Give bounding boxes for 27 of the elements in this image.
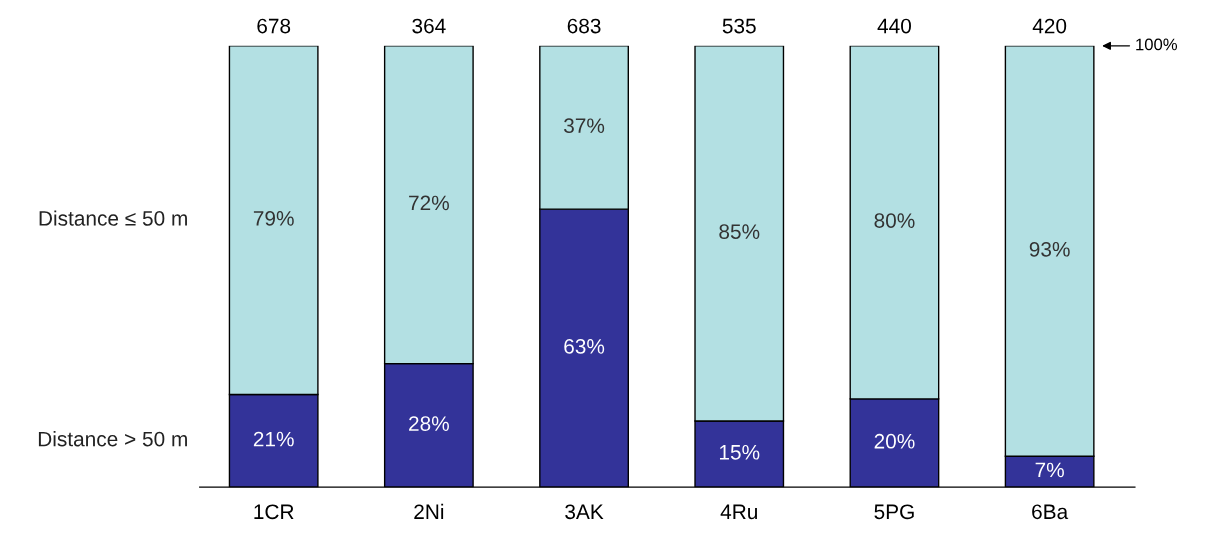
data-label: 7% xyxy=(1035,462,1064,478)
text: Distance > 50 m xyxy=(38,431,187,447)
text: Distance ≤ 50 m xyxy=(39,210,187,226)
annotation: 535 xyxy=(722,18,756,34)
annotation: 420 xyxy=(1032,18,1067,34)
x-tick-label: 6Ba xyxy=(1032,504,1069,520)
x-tick-label: 1CR xyxy=(254,504,294,520)
data-label: 15% xyxy=(719,444,760,460)
data-label: 21% xyxy=(253,431,294,447)
data-label: 72% xyxy=(409,195,449,211)
data-label: 79% xyxy=(253,211,294,226)
data-label: 80% xyxy=(874,213,915,228)
annotation: 440 xyxy=(877,18,911,34)
data-label: 28% xyxy=(409,416,449,431)
x-tick-label: 3AK xyxy=(565,504,604,520)
text: 100% xyxy=(1136,38,1178,51)
data-label: 20% xyxy=(874,433,915,449)
annotation: 364 xyxy=(412,18,446,34)
data-label: 63% xyxy=(564,338,605,354)
annotation: 678 xyxy=(257,18,291,34)
x-tick-label: 2Ni xyxy=(414,503,444,519)
annotation: 683 xyxy=(567,18,601,34)
data-label: 93% xyxy=(1029,241,1070,257)
x-tick-label: 4Ru xyxy=(720,504,757,520)
data-label: 85% xyxy=(719,224,760,239)
data-label: 37% xyxy=(564,118,605,134)
x-tick-label: 5PG xyxy=(874,504,914,520)
